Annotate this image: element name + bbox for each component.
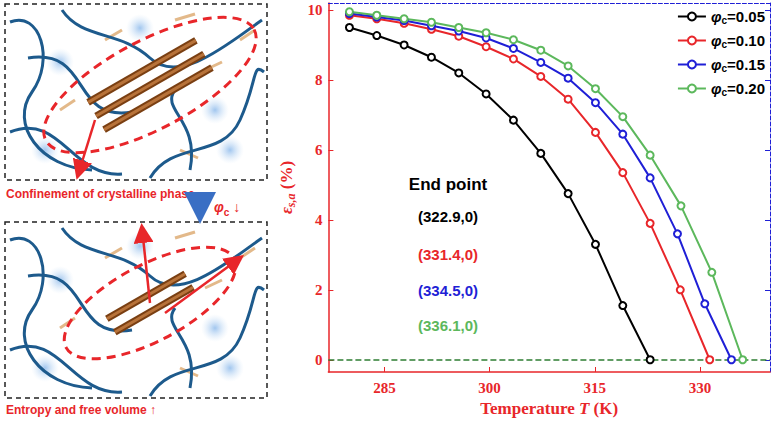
svg-text:10: 10 [307, 2, 322, 18]
svg-text:=0.15: =0.15 [727, 56, 765, 73]
svg-text:End point: End point [409, 175, 488, 194]
svg-text:315: 315 [584, 380, 607, 396]
svg-text:φ: φ [711, 32, 722, 49]
svg-text:285: 285 [373, 380, 396, 396]
svg-text:φ: φ [711, 8, 722, 25]
svg-text:2: 2 [315, 282, 323, 298]
svg-text:φ: φ [711, 80, 722, 97]
svg-text:Entropy and free volume ↑: Entropy and free volume ↑ [6, 403, 156, 417]
svg-text:(334.5,0): (334.5,0) [418, 282, 478, 299]
svg-text:(331.4,0): (331.4,0) [418, 246, 478, 263]
svg-text:s,a: s,a [284, 193, 298, 208]
svg-text:(336.1,0): (336.1,0) [418, 317, 478, 334]
svg-text:φc ↓: φc ↓ [214, 199, 240, 218]
svg-text:c: c [721, 86, 727, 98]
svg-text:330: 330 [689, 380, 712, 396]
svg-text:6: 6 [315, 142, 323, 158]
svg-text:T: T [579, 399, 590, 418]
svg-text:=0.10: =0.10 [727, 32, 765, 49]
svg-text:300: 300 [478, 380, 501, 396]
svg-text:(322.9,0): (322.9,0) [418, 208, 478, 225]
svg-text:Confinement of crystalline pha: Confinement of crystalline phase [6, 187, 195, 201]
svg-text:φ: φ [711, 56, 722, 73]
svg-text:c: c [721, 14, 727, 26]
svg-text:=0.20: =0.20 [727, 80, 765, 97]
svg-text:Temperature: Temperature [480, 399, 579, 418]
svg-text:=0.05: =0.05 [727, 8, 765, 25]
svg-text:8: 8 [315, 72, 323, 88]
svg-text:ε: ε [277, 207, 296, 214]
svg-text:0: 0 [315, 352, 323, 368]
svg-text:(%): (%) [277, 161, 296, 194]
svg-text:c: c [721, 62, 727, 74]
svg-text:c: c [721, 38, 727, 50]
svg-text:(K): (K) [589, 399, 618, 418]
svg-text:4: 4 [315, 212, 323, 228]
